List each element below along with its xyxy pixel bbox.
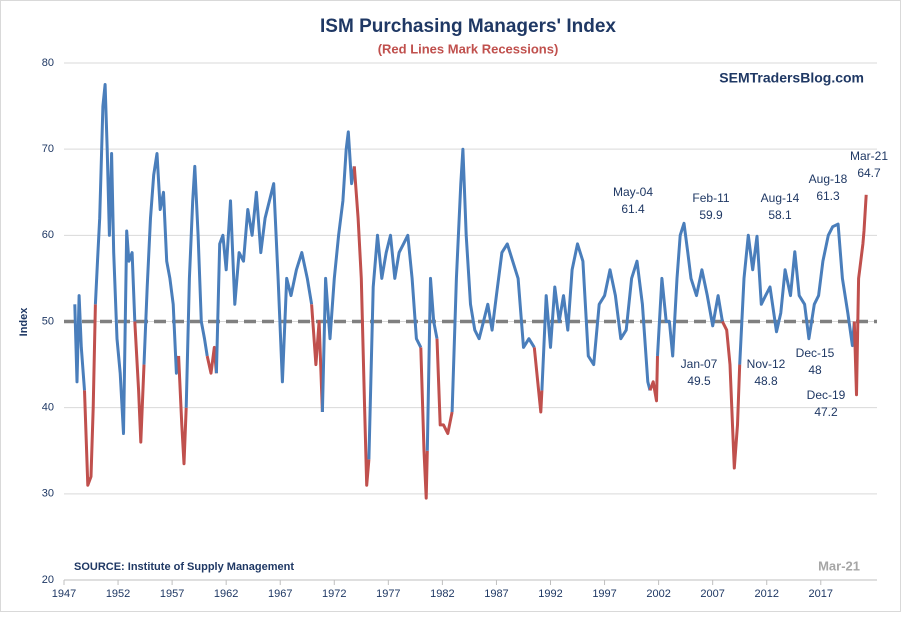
x-tick-label: 1957 — [160, 588, 184, 600]
date-stamp: Mar-21 — [818, 558, 860, 573]
annotation-value: 49.5 — [687, 374, 711, 388]
y-tick-label: 70 — [42, 143, 54, 155]
index-line — [320, 130, 356, 413]
recession-line — [133, 321, 146, 444]
index-line — [142, 152, 181, 375]
recession-line — [310, 304, 324, 413]
recession-line — [352, 166, 371, 487]
recession-line — [435, 338, 454, 435]
recession-line — [419, 347, 429, 500]
y-tick-label: 30 — [42, 488, 54, 500]
annotation-value: 59.9 — [699, 208, 723, 222]
annotation-date: Jan-07 — [681, 357, 718, 371]
index-line — [73, 294, 86, 391]
x-tick-label: 1972 — [322, 588, 346, 600]
x-tick-label: 2002 — [646, 588, 670, 600]
x-tick-label: 1997 — [592, 588, 616, 600]
x-tick-label: 2012 — [754, 588, 778, 600]
y-tick-label: 80 — [42, 57, 54, 69]
y-axis-label: Index — [18, 307, 30, 337]
x-tick-label: 1952 — [106, 588, 130, 600]
chart-subtitle: (Red Lines Mark Recessions) — [378, 41, 559, 56]
annotation-value: 47.2 — [814, 405, 838, 419]
x-tick-label: 1967 — [268, 588, 292, 600]
annotation-date: May-04 — [613, 185, 653, 199]
x-tick-label: 1987 — [484, 588, 508, 600]
annotation-date: Dec-19 — [807, 388, 846, 402]
index-line — [450, 147, 536, 413]
y-tick-label: 60 — [42, 229, 54, 241]
recession-line — [648, 355, 659, 403]
y-tick-label: 50 — [42, 315, 54, 327]
x-tick-label: 1962 — [214, 588, 238, 600]
recession-line — [532, 347, 544, 414]
chart-title: ISM Purchasing Managers' Index — [320, 16, 616, 37]
recession-line — [83, 304, 97, 487]
recession-line — [177, 355, 188, 466]
index-line — [184, 164, 209, 408]
annotation-date: Mar-21 — [850, 149, 888, 163]
annotation-date: Nov-12 — [747, 357, 786, 371]
y-tick-label: 40 — [42, 402, 54, 414]
recession-line — [721, 320, 742, 470]
annotation-value: 61.4 — [621, 202, 645, 216]
recession-line — [852, 194, 868, 397]
index-line — [214, 182, 314, 384]
annotation-date: Dec-15 — [796, 346, 835, 360]
source-note: SOURCE: Institute of Supply Management — [74, 561, 294, 573]
x-tick-label: 1947 — [52, 588, 76, 600]
annotation-value: 48 — [808, 363, 822, 377]
annotation-date: Aug-14 — [761, 191, 800, 205]
x-tick-label: 1992 — [538, 588, 562, 600]
annotation-value: 64.7 — [857, 166, 881, 180]
index-line — [425, 276, 439, 451]
x-tick-label: 2017 — [809, 588, 833, 600]
index-line — [93, 83, 137, 435]
x-tick-label: 1982 — [430, 588, 454, 600]
index-line — [738, 222, 856, 365]
x-tick-label: 2007 — [700, 588, 724, 600]
annotation-date: Feb-11 — [692, 191, 729, 205]
index-line — [367, 233, 423, 460]
y-tick-label: 20 — [42, 574, 54, 586]
annotation-value: 48.8 — [754, 374, 778, 388]
x-tick-label: 1977 — [376, 588, 400, 600]
index-line — [540, 242, 652, 391]
index-line — [656, 221, 724, 358]
watermark: SEMTradersBlog.com — [719, 70, 864, 86]
annotation-date: Aug-18 — [809, 172, 848, 186]
annotation-value: 61.3 — [816, 189, 840, 203]
annotation-value: 58.1 — [768, 208, 792, 222]
